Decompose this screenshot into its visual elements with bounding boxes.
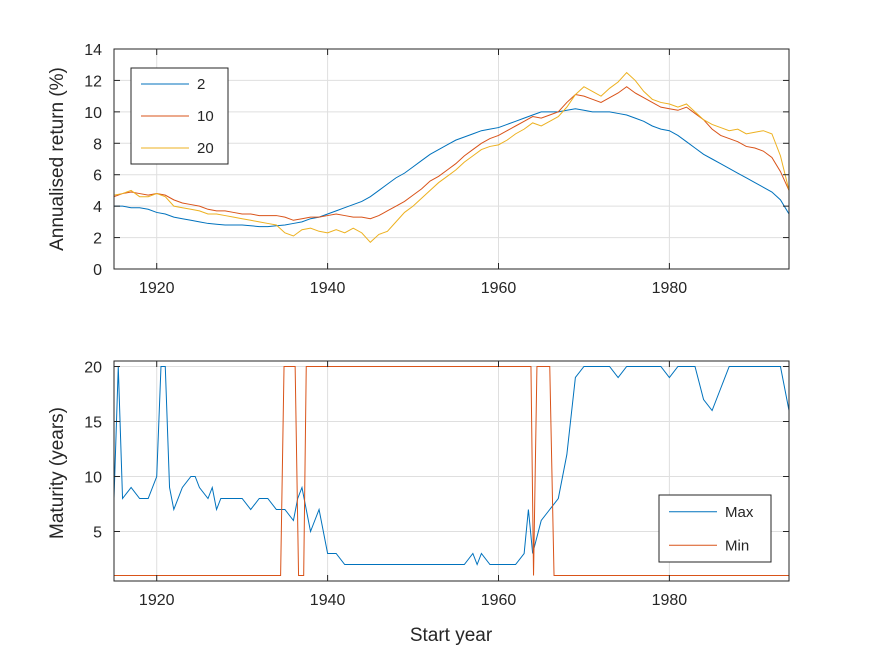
returns-ytick-label: 0	[93, 262, 102, 279]
returns-ytick-label: 12	[84, 73, 102, 90]
returns-ytick-label: 4	[93, 199, 102, 216]
maturity-axes: 1920 1940 1960 1980 5 10 15 20 Maturity (years)…	[47, 360, 790, 646]
maturity-series-Max-line	[114, 366, 789, 566]
maturity-xtick-label: 1940	[310, 592, 346, 609]
maturity-xtick-label: 1960	[481, 592, 517, 609]
maturity-legend: Max Min	[658, 494, 772, 563]
maturity-series-Min-line	[114, 366, 789, 576]
maturity-legend-label: Min	[725, 537, 749, 554]
maturity-ytick-label: 20	[84, 360, 102, 377]
returns-ylabel: Annualised return (%)	[47, 67, 68, 251]
maturity-xtick-label: 1920	[139, 592, 175, 609]
maturity-xtick-label: 1980	[652, 592, 688, 609]
returns-ytick-label: 10	[84, 105, 102, 122]
returns-legend-label: 2	[197, 76, 205, 93]
returns-legend-label: 10	[197, 108, 214, 125]
returns-ytick-label: 8	[93, 136, 102, 153]
maturity-ytick-label: 5	[93, 525, 102, 542]
returns-series-2-line	[114, 108, 789, 228]
returns-ytick-label: 6	[93, 168, 102, 185]
returns-ytick-label: 2	[93, 231, 102, 248]
returns-xtick-label: 1940	[310, 280, 346, 297]
maturity-xlabel: Start year	[410, 625, 493, 646]
returns-axes-frame	[113, 48, 790, 270]
returns-xtick-label: 1960	[481, 280, 517, 297]
returns-xtick-label: 1920	[139, 280, 175, 297]
maturity-legend-label: Max	[725, 504, 754, 521]
returns-xtick-label: 1980	[652, 280, 688, 297]
maturity-ytick-label: 15	[84, 415, 102, 432]
returns-axes: 1920 1940 1960 1980 0 2 4 6 8 10 12 14 Annualised r…	[47, 42, 790, 297]
maturity-ytick-label: 10	[84, 470, 102, 487]
maturity-axes-frame	[113, 360, 790, 582]
returns-series-10-line	[114, 86, 789, 221]
maturity-ylabel: Maturity (years)	[47, 407, 68, 539]
returns-ytick-label: 14	[84, 42, 102, 59]
maturity-legend-box	[658, 494, 772, 563]
returns-series-20-line	[114, 71, 789, 243]
returns-legend-label: 20	[197, 140, 214, 157]
returns-legend: 2 10 20	[130, 67, 229, 165]
